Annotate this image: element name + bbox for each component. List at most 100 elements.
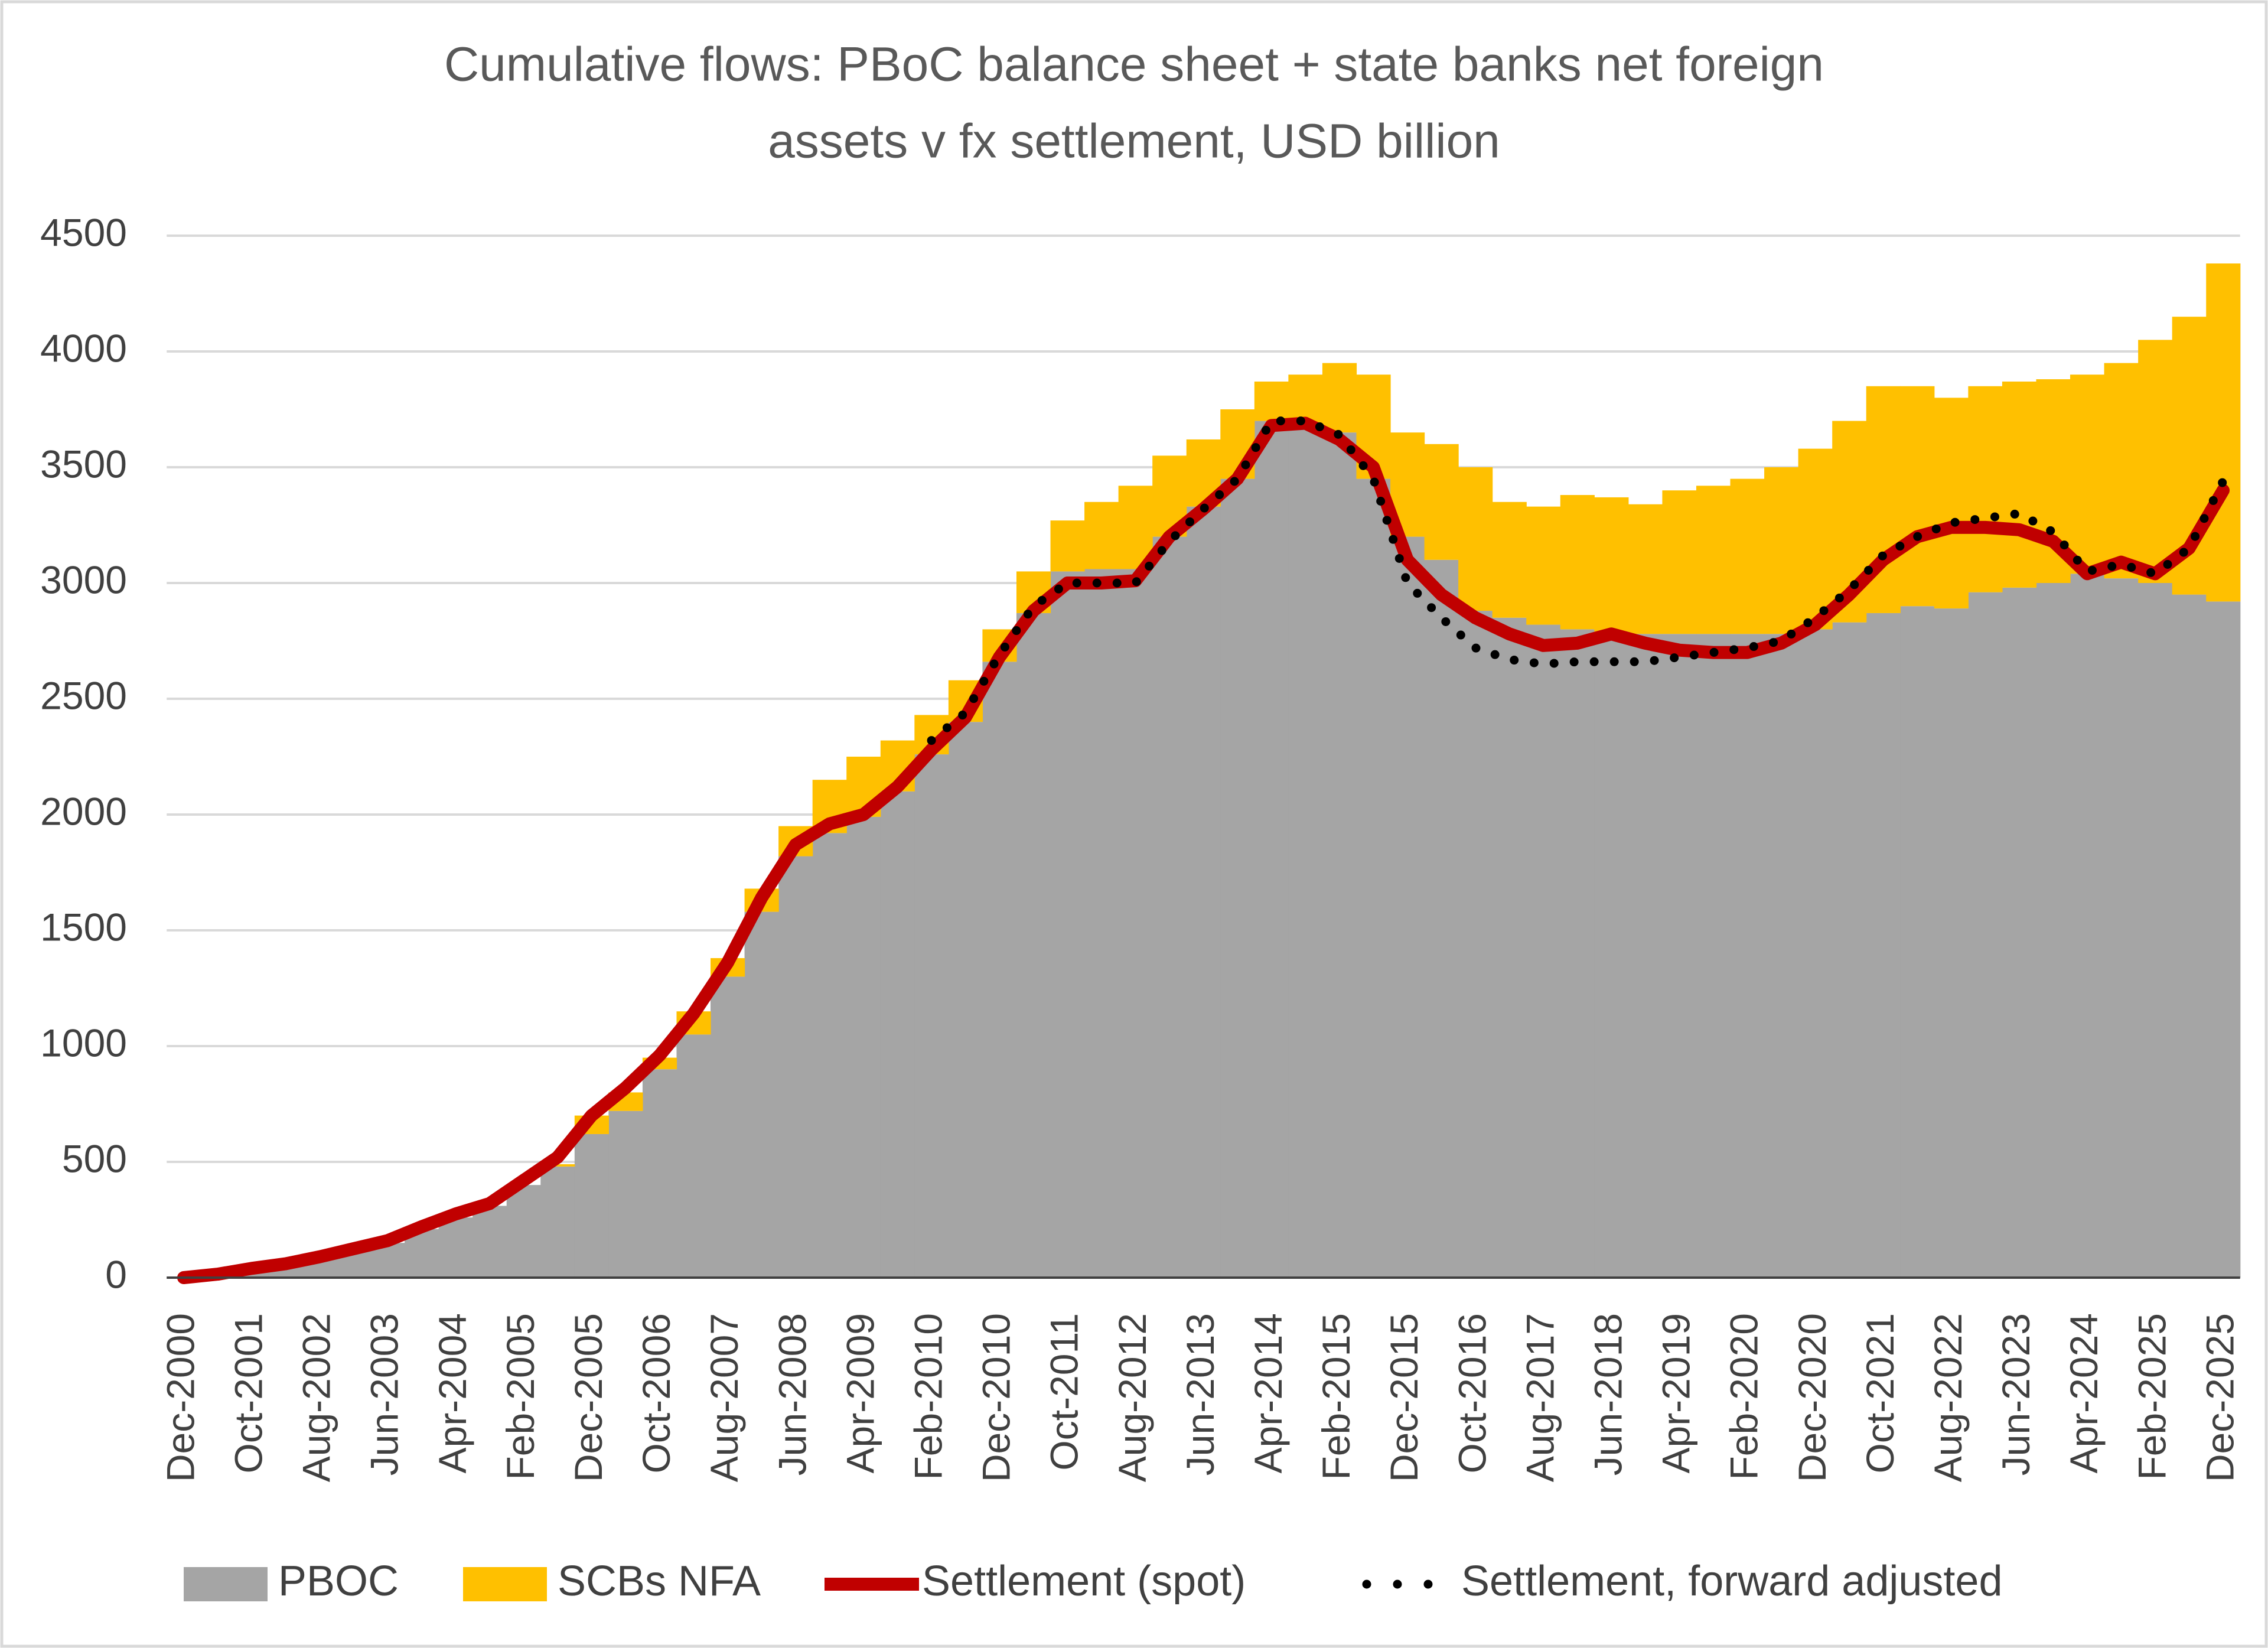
bar — [711, 976, 745, 1278]
y-tick-label: 500 — [62, 1136, 127, 1180]
lines — [177, 416, 2230, 1284]
bar — [1526, 506, 1561, 625]
chart-title: assets v fx settlement, USD billion — [768, 115, 1500, 168]
bar — [1594, 497, 1629, 632]
bar — [438, 1217, 473, 1278]
x-tick-label: Apr-2009 — [838, 1313, 882, 1474]
bar — [1254, 421, 1289, 1278]
bar — [1526, 624, 1561, 1278]
bar — [1900, 606, 1935, 1278]
bar — [778, 856, 813, 1278]
bar — [812, 833, 847, 1278]
x-tick-label: Dec-2010 — [975, 1313, 1018, 1482]
x-tick-label: Aug-2012 — [1110, 1313, 1154, 1482]
x-tick-label: Oct-2016 — [1450, 1313, 1494, 1473]
x-tick-label: Dec-2000 — [158, 1313, 202, 1482]
bar — [1492, 501, 1527, 618]
bar — [540, 1166, 575, 1278]
bar — [472, 1206, 507, 1278]
x-tick-label: Apr-2019 — [1654, 1313, 1698, 1474]
x-tick-label: Feb-2015 — [1314, 1313, 1358, 1480]
bar — [1900, 386, 1935, 607]
x-tick-label: Jun-2013 — [1178, 1313, 1222, 1476]
bar — [1628, 504, 1663, 634]
x-tick-label: Oct-2006 — [634, 1313, 678, 1473]
bar — [1118, 569, 1153, 1278]
bar — [1934, 608, 1969, 1278]
bar — [1696, 634, 1731, 1278]
bar — [1560, 495, 1595, 630]
bar — [1186, 506, 1221, 1278]
bar — [948, 722, 983, 1278]
x-tick-label: Jun-2008 — [770, 1313, 814, 1476]
x-tick-label: Feb-2020 — [1722, 1313, 1766, 1480]
bar — [1662, 490, 1697, 634]
bar — [1492, 617, 1527, 1278]
x-tick-label: Dec-2005 — [566, 1313, 610, 1482]
bar — [642, 1069, 677, 1278]
bar — [1560, 629, 1595, 1278]
bar — [1084, 501, 1119, 569]
bar — [1798, 629, 1833, 1278]
bar — [2070, 374, 2105, 574]
legend-swatch — [184, 1567, 268, 1601]
bar — [1152, 536, 1187, 1278]
bar — [676, 1034, 711, 1278]
x-tick-label: Jun-2003 — [363, 1313, 406, 1476]
bar — [2172, 594, 2207, 1278]
bar — [2002, 381, 2037, 588]
bars — [200, 263, 2241, 1278]
x-tick-label: Jun-2018 — [1586, 1313, 1630, 1476]
bar — [1934, 398, 1969, 609]
x-tick-label: Feb-2010 — [907, 1313, 950, 1480]
bar — [1730, 478, 1765, 634]
bar — [1424, 559, 1459, 1278]
bar — [1866, 613, 1901, 1278]
y-tick-label: 3000 — [40, 558, 127, 601]
bar — [1050, 520, 1085, 572]
legend: PBOC SCBs NFA Settlement (spot) Settlement,… — [184, 1558, 2003, 1605]
bar — [744, 911, 779, 1278]
x-tick-label: Apr-2014 — [1246, 1313, 1290, 1474]
bar — [1798, 448, 1833, 630]
x-tick-label: Dec-2025 — [2198, 1313, 2241, 1482]
chart-title: Cumulative flows: PBoC balance sheet + s… — [444, 38, 1824, 92]
legend-label: Settlement (spot) — [922, 1558, 1246, 1605]
bar — [2138, 340, 2173, 583]
series-line — [927, 416, 2228, 745]
y-tick-label: 3500 — [40, 442, 127, 486]
bar — [608, 1110, 643, 1278]
bar — [1322, 363, 1357, 433]
bar — [2138, 583, 2173, 1278]
bar — [1016, 613, 1051, 1278]
bar — [2206, 263, 2241, 602]
bar — [1050, 571, 1085, 1278]
x-tick-label: Aug-2007 — [702, 1313, 746, 1482]
x-tick-label: Dec-2015 — [1382, 1313, 1426, 1482]
x-tick-label: Feb-2025 — [2130, 1313, 2174, 1480]
bar — [1288, 425, 1323, 1278]
bar — [1458, 467, 1493, 611]
bar — [1458, 611, 1493, 1278]
bar — [506, 1185, 541, 1278]
y-tick-label: 1500 — [40, 905, 127, 949]
x-tick-label: Jun-2023 — [1994, 1313, 2038, 1476]
axes: 0 500 1000 1500 2000 2500 3000 3500 4000 4500 Dec-… — [40, 210, 2241, 1482]
bar — [1356, 478, 1391, 1278]
bar — [1968, 386, 2003, 592]
bar — [1628, 634, 1663, 1278]
x-tick-label: Oct-2011 — [1042, 1313, 1086, 1471]
legend-label: Settlement, forward adjusted — [1461, 1558, 2003, 1605]
bar — [1594, 631, 1629, 1278]
x-tick-label: Feb-2005 — [498, 1313, 542, 1480]
legend-swatch — [463, 1567, 547, 1601]
x-tick-label: Oct-2001 — [227, 1313, 271, 1473]
x-tick-label: Aug-2017 — [1518, 1313, 1562, 1482]
bar — [1662, 634, 1697, 1278]
bar — [880, 791, 915, 1278]
bar — [2104, 363, 2139, 579]
x-tick-label: Apr-2024 — [2062, 1313, 2106, 1474]
y-tick-label: 4000 — [40, 326, 127, 370]
